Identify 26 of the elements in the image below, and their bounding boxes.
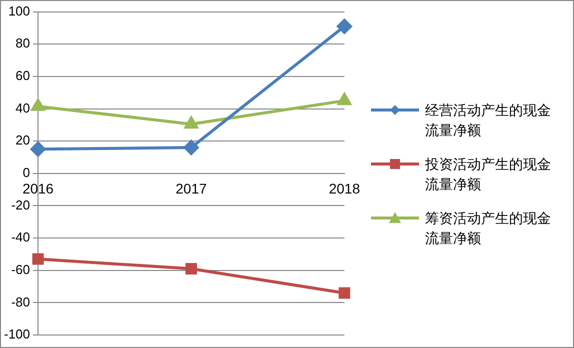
point [338,93,352,106]
y-tick-label: 40 [16,100,30,116]
y-tick-label: -20 [11,197,30,212]
legend-label: 经营活动产生的现金流量净额 [425,101,551,140]
point [336,18,352,34]
point [338,287,350,299]
point [185,263,197,274]
y-tick-label: 20 [16,132,30,148]
y-tick-label: 80 [16,36,30,51]
y-tick-label: 60 [16,68,30,84]
x-tick-label: 2016 [22,180,54,197]
x-tick-label: 2017 [176,180,208,197]
point [30,142,46,157]
point [31,98,45,111]
y-tick-label: -100 [4,326,30,342]
x-tick-label: 2018 [328,180,360,197]
y-tick-label: -80 [11,294,30,310]
point [32,253,44,265]
legend-label: 投资活动产生的现金流量净额 [425,155,551,194]
y-tick-label: 100 [8,3,30,18]
legend-label: 筹资活动产生的现金流量净额 [425,209,551,248]
y-tick-label: -60 [11,262,30,277]
y-tick-label: 0 [22,164,30,180]
point [184,116,198,129]
point [184,140,199,156]
y-tick-label: -40 [11,230,30,245]
